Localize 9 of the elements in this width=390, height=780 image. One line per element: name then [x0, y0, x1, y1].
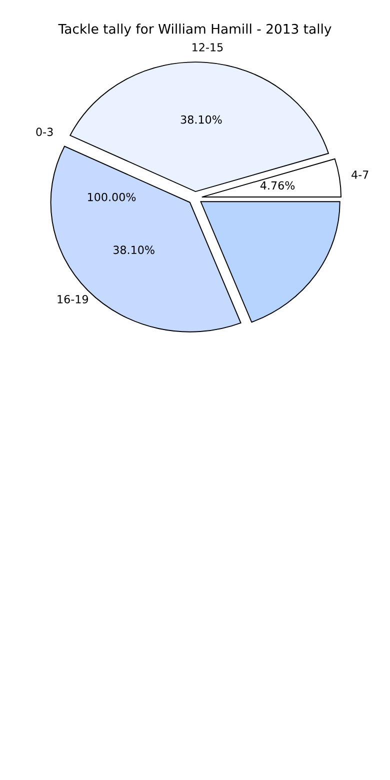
- data-label: 38.10%: [113, 246, 154, 254]
- slice-label: 12-15: [192, 43, 223, 52]
- text: 100.00%: [88, 192, 136, 202]
- category-label: 0-3: [36, 128, 53, 136]
- data-label: 4.76%: [260, 181, 295, 190]
- slice-label: 4-7: [352, 170, 368, 179]
- slice-label: 16-19: [58, 295, 88, 304]
- chart-title: Tackle tally for William Hamill - 2013 tally: [58, 24, 332, 36]
- data-label: 38.10%: [180, 115, 222, 124]
